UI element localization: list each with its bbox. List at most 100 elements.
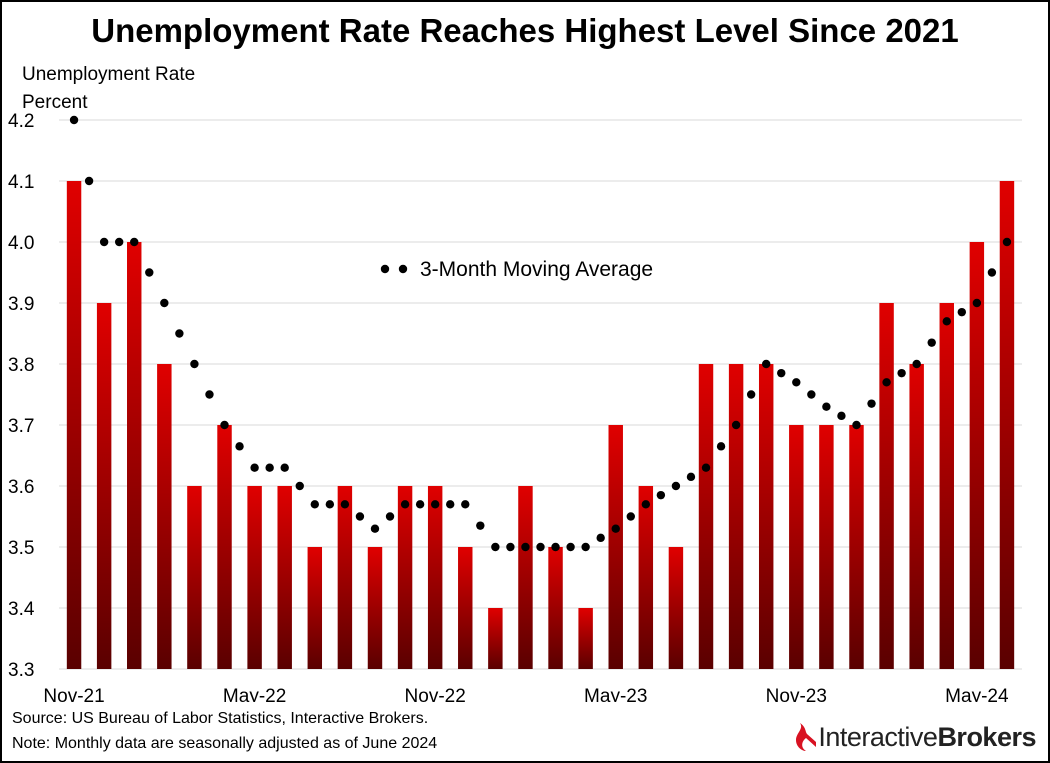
moving-average-point [852, 420, 861, 430]
y-tick-label: 3.4 [8, 599, 35, 620]
moving-average-point [671, 481, 681, 491]
moving-average-dot [837, 411, 846, 421]
y-tick-label: 3.5 [8, 538, 34, 559]
moving-average-dot [807, 390, 816, 399]
moving-average-point [731, 420, 741, 430]
bar-jul-23 [668, 547, 684, 669]
y-tick-label: 4.0 [8, 233, 34, 254]
moving-average-point [882, 378, 891, 387]
bar-jun-24 [999, 181, 1015, 669]
moving-average-dot [84, 176, 94, 186]
moving-average-point [130, 237, 139, 247]
moving-average-point [430, 500, 440, 509]
bar-dec-23 [819, 425, 834, 669]
moving-average-point [822, 402, 831, 411]
bar-mar-23 [548, 547, 563, 669]
moving-average-dot [656, 490, 666, 500]
moving-average-dot [145, 268, 154, 277]
moving-average-dot [235, 442, 244, 451]
moving-average-point [280, 463, 289, 472]
moving-average-dot [325, 500, 335, 509]
moving-average-point [461, 500, 470, 509]
bar-feb-24 [879, 303, 894, 669]
bar-apr-22 [217, 425, 232, 669]
bar-feb-23 [518, 486, 533, 669]
moving-average-dot [957, 307, 967, 317]
moving-average-point [400, 500, 410, 509]
y-tick-label: 3.9 [8, 294, 34, 315]
y-axis-unit-label: Percent [22, 92, 88, 113]
moving-average-point [491, 542, 500, 552]
bar-mar-24 [909, 364, 924, 669]
y-tick-label: 4.1 [8, 172, 34, 193]
bar-dec-21 [96, 303, 112, 669]
moving-average-point [521, 542, 530, 552]
moving-average-dot [596, 533, 605, 543]
legend-marker [380, 264, 390, 274]
x-tick-label: May-22 [223, 686, 286, 702]
moving-average-dot [114, 237, 124, 247]
moving-average-dot [746, 390, 756, 399]
y-tick-label: 4.2 [8, 111, 34, 132]
bar-jan-23 [488, 608, 503, 669]
moving-average-point [370, 524, 380, 533]
moving-average-point [641, 500, 651, 509]
bar-jun-22 [277, 486, 292, 669]
moving-average-point [551, 542, 560, 552]
brand-name-part2: Brokers [937, 721, 1036, 752]
x-tick-label: May-23 [584, 686, 647, 702]
y-tick-label: 3.6 [8, 477, 34, 498]
brand-name: InteractiveBrokers [818, 722, 1036, 753]
moving-average-point [190, 359, 199, 369]
moving-average-point [69, 115, 79, 125]
source-note: Source: US Bureau of Labor Statistics, I… [12, 710, 429, 727]
bar-oct-23 [758, 364, 774, 669]
moving-average-dot [476, 521, 485, 530]
y-tick-label: 3.3 [8, 660, 34, 681]
bar-aug-23 [698, 364, 714, 669]
bar-sep-22 [367, 547, 383, 669]
bar-jan-24 [849, 425, 864, 669]
moving-average-dot [897, 368, 906, 378]
moving-average-point [310, 500, 319, 509]
moving-average-dot [265, 463, 274, 472]
moving-average-dot [536, 542, 545, 552]
bar-jan-22 [127, 242, 142, 669]
bar-nov-21 [66, 181, 82, 669]
moving-average-dot [175, 329, 184, 338]
bar-mar-22 [187, 486, 202, 669]
moving-average-dot [927, 338, 936, 347]
data-note: Note: Monthly data are seasonally adjust… [12, 735, 438, 752]
moving-average-point [581, 542, 590, 552]
moving-average-dot [987, 268, 997, 277]
legend-marker [398, 264, 408, 274]
moving-average-dot [205, 390, 214, 399]
bar-nov-23 [789, 425, 804, 669]
moving-average-point [1002, 237, 1012, 247]
moving-average-point [762, 359, 771, 369]
moving-average-dot [385, 512, 395, 521]
moving-average-dot [716, 442, 726, 451]
brand-logo: InteractiveBrokers [792, 719, 1036, 755]
y-axis-label: Unemployment Rate [22, 64, 196, 85]
x-tick-label: Nov-21 [43, 686, 104, 702]
bar-may-23 [608, 425, 623, 669]
brand-name-part1: Interactive [818, 721, 938, 752]
bar-apr-24 [939, 303, 954, 669]
bar-jun-23 [638, 486, 654, 669]
bar-dec-22 [458, 547, 473, 669]
bar-oct-22 [397, 486, 413, 669]
moving-average-point [912, 359, 921, 369]
moving-average-dot [867, 399, 876, 408]
x-tick-label: Nov-23 [766, 686, 827, 702]
y-tick-label: 3.8 [8, 355, 34, 376]
moving-average-point [792, 378, 801, 387]
moving-average-point [611, 524, 620, 533]
legend-label: 3-Month Moving Average [420, 258, 653, 281]
moving-average-dot [415, 500, 425, 509]
moving-average-dot [686, 472, 696, 482]
bar-jul-22 [307, 547, 323, 669]
y-tick-label: 3.7 [8, 416, 34, 437]
moving-average-dot [506, 542, 515, 552]
